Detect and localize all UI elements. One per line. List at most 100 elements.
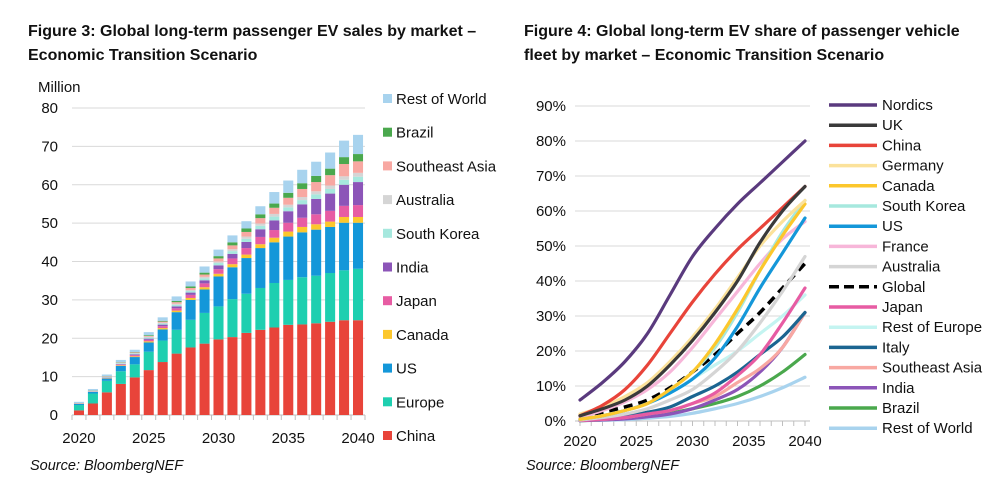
y-tick-label: 30 <box>41 292 58 309</box>
bar-segment-china-2027 <box>171 353 182 415</box>
bar-segment-canada-2039 <box>339 216 350 223</box>
bar-segment-europe-2031 <box>227 299 238 338</box>
bar-segment-brazil-2040 <box>353 154 364 162</box>
bar-segment-south-korea-2026 <box>157 323 168 325</box>
bar-segment-india-2025 <box>143 338 154 340</box>
legend-swatch-southeast-asia <box>383 161 392 171</box>
y-tick-label: 0 <box>50 407 58 424</box>
bar-segment-europe-2030 <box>213 306 224 340</box>
legend-swatch-china <box>383 431 392 440</box>
legend-swatch-europe <box>383 397 392 407</box>
y-tick-label: 60 <box>41 177 58 194</box>
bar-segment-south-korea-2031 <box>227 251 238 254</box>
bar-segment-europe-2022 <box>101 380 112 393</box>
legend-swatch-australia <box>383 195 392 205</box>
bar-segment-brazil-2029 <box>199 272 210 275</box>
bar-segment-southeast-asia-2038 <box>325 175 336 186</box>
bar-segment-us-2033 <box>255 248 266 288</box>
bar-segment-canada-2036 <box>297 226 308 233</box>
bar-segment-canada-2024 <box>129 356 140 358</box>
bar-segment-brazil-2033 <box>255 214 266 219</box>
bar-segment-china-2031 <box>227 337 238 415</box>
bar-segment-brazil-2039 <box>339 157 350 165</box>
bar-segment-south-korea-2028 <box>185 291 196 293</box>
bar-segment-canada-2038 <box>325 221 336 227</box>
bar-segment-australia-2034 <box>269 213 280 217</box>
legend-swatch-rest-of-world <box>383 94 392 103</box>
bar-segment-brazil-2031 <box>227 242 238 246</box>
x-tick-label: 2025 <box>132 430 165 447</box>
bar-segment-canada-2027 <box>171 310 182 313</box>
bar-segment-us-2039 <box>339 222 350 271</box>
series-line-nordics <box>578 139 807 402</box>
legend-label-nordics: Nordics <box>882 97 933 114</box>
legend-label-south-korea: South Korea <box>882 198 966 215</box>
bar-segment-japan-2040 <box>353 205 364 217</box>
bar-segment-europe-2020 <box>73 405 84 411</box>
bar-segment-us-2032 <box>241 258 252 294</box>
bar-segment-brazil-2037 <box>311 175 322 183</box>
figure-3-title: Figure 3: Global long-term passenger EV … <box>28 23 477 64</box>
bar-segment-china-2039 <box>339 320 350 415</box>
y-tick-label: 70 <box>41 138 58 155</box>
bar-segment-japan-2027 <box>171 308 182 311</box>
bar-segment-southeast-asia-2026 <box>157 321 168 323</box>
bar-segment-southeast-asia-2031 <box>227 245 238 250</box>
legend-label-southeast-asia: Southeast Asia <box>396 158 497 175</box>
bar-segment-india-2036 <box>297 204 308 218</box>
bar-segment-europe-2027 <box>171 329 182 354</box>
bar-segment-rest-of-world-2035 <box>283 180 294 193</box>
bar-segment-rest-of-world-2032 <box>241 221 252 229</box>
bar-segment-australia-2035 <box>283 204 294 208</box>
x-tick-label: 2030 <box>676 433 709 450</box>
bar-segment-china-2024 <box>129 377 140 415</box>
x-tick-label: 2040 <box>788 433 821 450</box>
bar-segment-europe-2026 <box>157 340 168 363</box>
x-tick-label: 2020 <box>62 430 95 447</box>
bar-segment-australia-2025 <box>143 336 154 338</box>
bar-segment-south-korea-2038 <box>325 188 336 194</box>
bar-segment-europe-2040 <box>353 268 364 321</box>
bar-segment-rest-of-world-2030 <box>213 249 224 257</box>
legend-label-india: India <box>396 260 429 277</box>
bar-segment-india-2028 <box>185 292 196 295</box>
bar-segment-brazil-2036 <box>297 183 308 189</box>
bar-segment-australia-2040 <box>353 172 364 177</box>
series-line-germany <box>578 198 807 416</box>
bar-segment-us-2038 <box>325 226 336 274</box>
series-line-australia <box>578 254 807 422</box>
bar-segment-australia-2030 <box>213 261 224 264</box>
bar-segment-australia-2033 <box>255 223 266 226</box>
figure-4-line-chart: 0% 10% 20% 30% 40% 50% 60% 70% 80% 90% 2020 2025 203… <box>536 97 983 450</box>
bar-segment-japan-2031 <box>227 258 238 265</box>
bar-segment-europe-2037 <box>311 275 322 324</box>
x-tick-label: 2025 <box>620 433 653 450</box>
series-line-japan <box>578 286 807 422</box>
bar-segment-brazil-2025 <box>143 335 154 336</box>
x-tick-label: 2020 <box>563 433 596 450</box>
y-axis-label: Million <box>38 79 81 96</box>
bar-segment-china-2032 <box>241 332 252 415</box>
series-line-china <box>578 184 807 418</box>
bar-segment-europe-2023 <box>115 371 126 384</box>
legend-label-china: China <box>396 428 436 445</box>
bar-segment-southeast-asia-2036 <box>297 188 308 198</box>
bar-segment-japan-2034 <box>269 230 280 238</box>
bar-segment-southeast-asia-2028 <box>185 287 196 290</box>
bar-segment-canada-2026 <box>157 328 168 330</box>
bar-segment-rest-of-world-2026 <box>157 317 168 321</box>
bar-segment-brazil-2034 <box>269 203 280 208</box>
bar-segment-japan-2028 <box>185 294 196 298</box>
bar-segment-south-korea-2025 <box>143 337 154 339</box>
bar-segment-us-2020 <box>73 403 84 406</box>
bar-segment-us-2027 <box>171 312 182 330</box>
bar-segment-australia-2037 <box>311 191 322 195</box>
y-tick-label: 10 <box>41 369 58 386</box>
bar-segment-rest-of-world-2022 <box>101 374 112 377</box>
x-tick-label: 2030 <box>202 430 235 447</box>
bar-segment-us-2030 <box>213 276 224 307</box>
legend-swatch-brazil <box>383 127 392 137</box>
bar-segment-canada-2029 <box>199 287 210 290</box>
bar-segment-india-2040 <box>353 182 364 206</box>
y-tick-label: 70% <box>536 168 566 185</box>
